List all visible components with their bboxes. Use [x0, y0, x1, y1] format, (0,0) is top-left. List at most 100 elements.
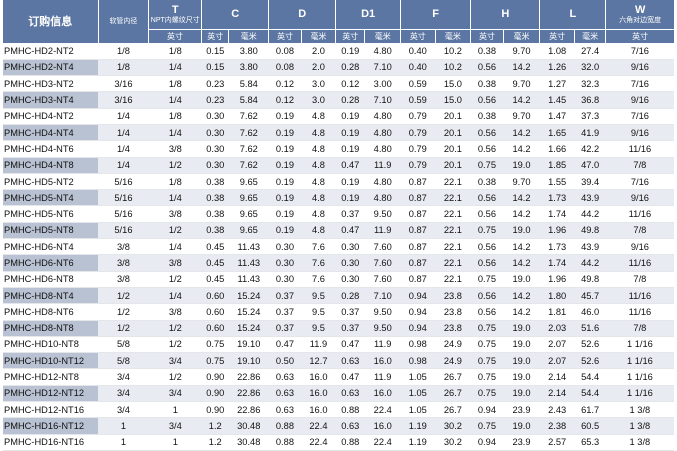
cell-f-mm: 23.8: [435, 303, 471, 321]
cell-c-inch: 0.75: [201, 336, 229, 354]
cell-l-mm: 61.7: [574, 401, 606, 419]
cell-f-mm: 22.1: [435, 205, 471, 223]
cell-h-mm: 19.0: [503, 157, 540, 174]
cell-model: PMHC-HD4-NT8: [3, 157, 99, 174]
cell-d-inch: 0.63: [268, 368, 302, 386]
cell-l-inch: 2.03: [539, 320, 575, 337]
dim-l-header: L: [539, 0, 606, 30]
cell-d1-mm: 7.60: [364, 238, 401, 256]
cell-d-inch: 0.88: [268, 417, 302, 435]
cell-f-inch: 0.87: [400, 238, 436, 256]
cell-thread-size: 1/4: [148, 124, 202, 142]
cell-f-mm: 20.1: [435, 108, 471, 125]
cell-hex-width: 11/16: [605, 205, 674, 223]
cell-hex-width: 1 1/16: [605, 336, 674, 354]
cell-c-mm: 22.86: [228, 368, 269, 386]
cell-c-mm: 7.62: [228, 157, 269, 174]
table-row: PMHC-HD12-NT16 3/4 1 0.90 22.86 0.63 16.0 0.88 2…: [3, 401, 674, 419]
cell-d-mm: 12.7: [301, 352, 336, 370]
cell-l-mm: 49.8: [574, 271, 606, 288]
cell-h-mm: 14.2: [503, 124, 540, 142]
cell-c-mm: 9.65: [228, 173, 269, 191]
cell-d-inch: 0.37: [268, 303, 302, 321]
cell-l-inch: 1.65: [539, 124, 575, 142]
d1-unit-mm: 毫米: [364, 29, 401, 44]
cell-h-mm: 19.0: [503, 368, 540, 386]
cell-d1-inch: 0.47: [335, 336, 365, 354]
cell-h-inch: 0.75: [470, 385, 504, 403]
cell-d1-mm: 16.0: [364, 385, 401, 403]
cell-c-inch: 0.15: [201, 59, 229, 77]
thread-size-header: T NPT内螺纹尺寸: [148, 0, 202, 30]
cell-f-mm: 23.8: [435, 320, 471, 337]
cell-c-inch: 0.30: [201, 108, 229, 125]
cell-model: PMHC-HD6-NT6: [3, 254, 99, 272]
cell-model: PMHC-HD10-NT8: [3, 336, 99, 354]
cell-model: PMHC-HD4-NT6: [3, 140, 99, 158]
cell-c-mm: 3.80: [228, 59, 269, 77]
table-row: PMHC-HD4-NT2 1/4 1/8 0.30 7.62 0.19 4.8 0.19 4.8…: [3, 108, 674, 125]
cell-d-mm: 22.4: [301, 434, 336, 451]
cell-f-inch: 0.87: [400, 254, 436, 272]
cell-f-mm: 26.7: [435, 385, 471, 403]
cell-d-mm: 16.0: [301, 385, 336, 403]
cell-d1-inch: 0.19: [335, 43, 365, 60]
cell-c-inch: 0.60: [201, 320, 229, 337]
cell-c-mm: 5.84: [228, 91, 269, 109]
cell-d-inch: 0.19: [268, 173, 302, 191]
table-row: PMHC-HD5-NT2 5/16 1/8 0.38 9.65 0.19 4.8 0.19 4.…: [3, 173, 674, 191]
cell-d1-inch: 0.19: [335, 173, 365, 191]
cell-f-inch: 1.19: [400, 417, 436, 435]
cell-h-inch: 0.56: [470, 254, 504, 272]
cell-thread-size: 3/8: [148, 303, 202, 321]
cell-c-mm: 5.84: [228, 75, 269, 93]
cell-model: PMHC-HD4-NT2: [3, 108, 99, 125]
cell-f-inch: 0.87: [400, 222, 436, 240]
table-row: PMHC-HD6-NT4 3/8 1/4 0.45 11.43 0.30 7.6 0.30 7.…: [3, 238, 674, 256]
cell-hex-width: 1 1/16: [605, 385, 674, 403]
cell-d-inch: 0.19: [268, 205, 302, 223]
cell-thread-size: 3/4: [148, 417, 202, 435]
cell-model: PMHC-HD5-NT4: [3, 189, 99, 207]
cell-c-mm: 22.86: [228, 385, 269, 403]
cell-c-inch: 0.75: [201, 352, 229, 370]
cell-l-mm: 27.4: [574, 43, 606, 60]
cell-d1-mm: 4.80: [364, 173, 401, 191]
cell-d-inch: 0.47: [268, 336, 302, 354]
cell-c-mm: 11.43: [228, 271, 269, 288]
cell-c-mm: 15.24: [228, 287, 269, 305]
cell-l-mm: 32.3: [574, 75, 606, 93]
cell-d1-inch: 0.28: [335, 91, 365, 109]
cell-f-mm: 24.9: [435, 336, 471, 354]
cell-d-inch: 0.08: [268, 59, 302, 77]
cell-c-mm: 15.24: [228, 320, 269, 337]
cell-c-mm: 22.86: [228, 401, 269, 419]
cell-hose-id: 3/16: [98, 75, 149, 93]
cell-d1-inch: 0.88: [335, 434, 365, 451]
c-unit-mm: 毫米: [228, 29, 269, 44]
cell-l-inch: 1.74: [539, 254, 575, 272]
cell-hex-width: 9/16: [605, 238, 674, 256]
cell-thread-size: 1/4: [148, 59, 202, 77]
cell-hex-width: 7/8: [605, 222, 674, 240]
cell-h-inch: 0.94: [470, 434, 504, 451]
cell-h-inch: 0.75: [470, 368, 504, 386]
cell-d-mm: 16.0: [301, 401, 336, 419]
cell-l-inch: 2.38: [539, 417, 575, 435]
cell-model: PMHC-HD2-NT4: [3, 59, 99, 77]
cell-l-inch: 1.45: [539, 91, 575, 109]
cell-hose-id: 5/16: [98, 173, 149, 191]
cell-c-mm: 7.62: [228, 140, 269, 158]
cell-d1-mm: 4.80: [364, 140, 401, 158]
cell-hose-id: 3/8: [98, 238, 149, 256]
ordering-table-container: 订购信息 软管内径 T NPT内螺纹尺寸 C D D1 F H L W 六角对边…: [3, 0, 674, 451]
thread-size-letter: T: [171, 3, 179, 16]
cell-d-mm: 4.8: [301, 140, 336, 158]
table-row: PMHC-HD3-NT2 3/16 1/8 0.23 5.84 0.12 3.0 0.12 3.…: [3, 75, 674, 93]
cell-l-inch: 1.96: [539, 222, 575, 240]
cell-thread-size: 1/8: [148, 75, 202, 93]
cell-h-inch: 0.75: [470, 352, 504, 370]
cell-model: PMHC-HD8-NT4: [3, 287, 99, 305]
cell-f-mm: 10.2: [435, 59, 471, 77]
d-unit-inch: 英寸: [268, 29, 302, 44]
